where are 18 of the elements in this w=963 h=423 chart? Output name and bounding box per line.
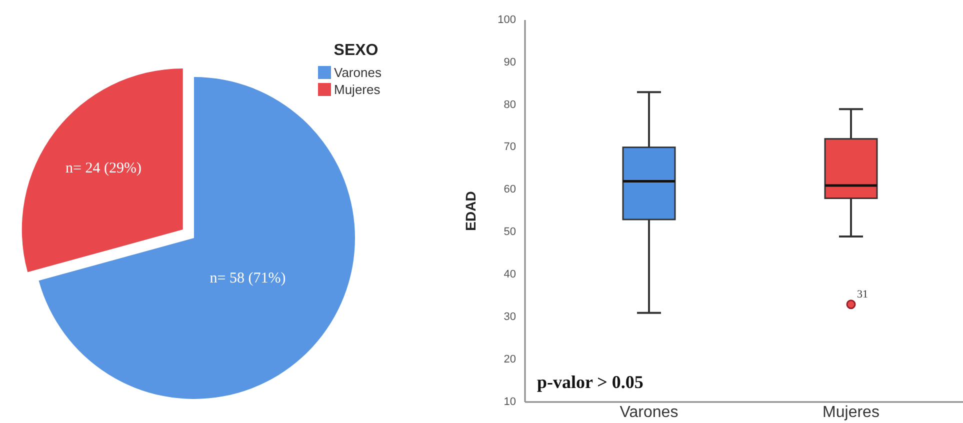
y-tick-label: 50 [504,226,516,238]
y-tick-label: 60 [504,184,516,196]
y-tick-label: 20 [504,353,516,366]
data-label: n= 58 (71%) [210,270,286,286]
y-tick-label: 30 [504,311,516,324]
y-tick-label: 90 [504,56,516,68]
y-axis-title: EDAD [462,191,479,231]
legend-label: Mujeres [334,82,381,97]
y-tick-label: 80 [504,98,516,111]
y-tick-label: 100 [498,14,516,26]
y-tick-label: 70 [504,141,516,154]
legend-title: SEXO [334,42,378,59]
annotation: p-valor > 0.05 [537,372,644,392]
y-tick-label: 40 [504,268,516,281]
annotation: 31 [857,288,868,300]
y-tick-label: 10 [504,396,516,408]
legend-label: Varones [334,65,382,80]
data-label: n= 24 (29%) [66,160,142,176]
